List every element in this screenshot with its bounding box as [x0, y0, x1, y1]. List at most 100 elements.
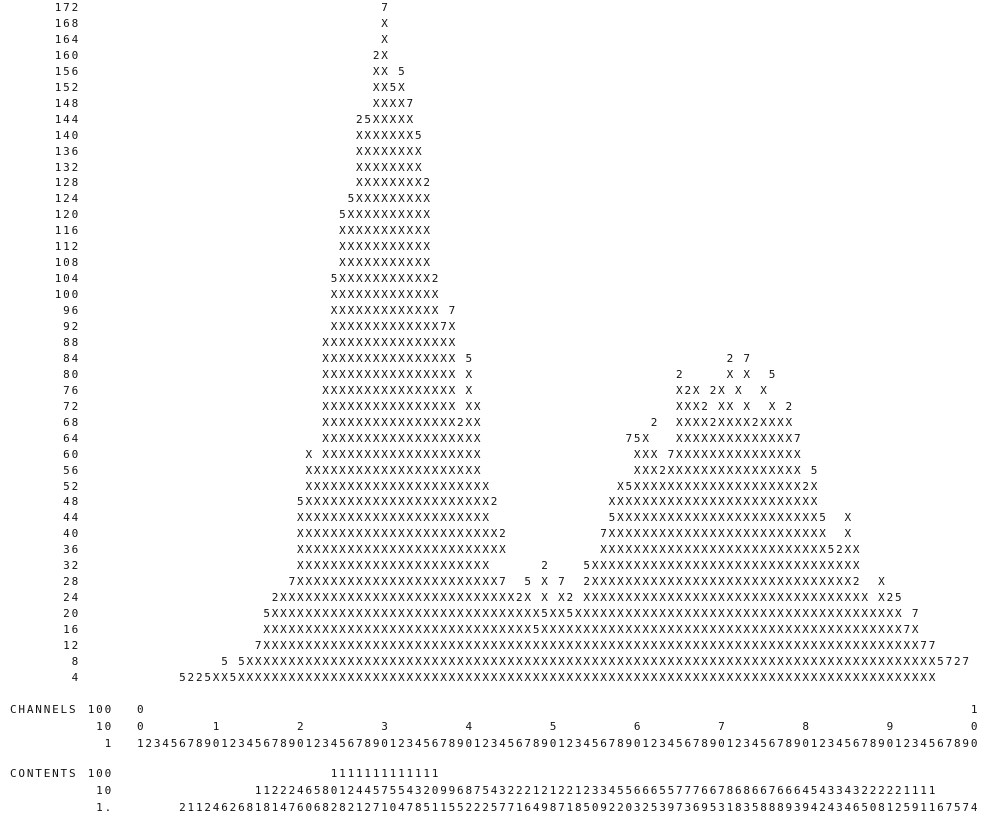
- row-text: XXXXXXXX2: [137, 176, 432, 190]
- row-label: 28: [63, 575, 80, 589]
- row-text: XXXXXXXXXXXXXXXXXXXXXXXX2 7XXXXXXXXXXXXX…: [137, 527, 853, 541]
- section-title: CONTENTS: [10, 767, 78, 780]
- row-text: XXXXXXXXXXXXXXXX X 2 X X 5: [137, 367, 778, 381]
- row-label: 96: [63, 304, 80, 318]
- row-text: 2XXXXXXXXXXXXXXXXXXXXXXXXXXXX2X X X2 XXX…: [137, 591, 904, 605]
- row-label: 88: [63, 335, 80, 349]
- row-label: 156: [54, 64, 80, 78]
- row-text: 25XXXXX: [137, 112, 415, 126]
- scale-text: 2112462681814760682821271047851155222577…: [137, 801, 980, 814]
- row-label: 92: [63, 320, 80, 333]
- row-text: 5XXXXXXXXXXXXXXXXXXXXXX2 XXXXXXXXXXXXXXX…: [137, 495, 820, 509]
- row-text: 7XXXXXXXXXXXXXXXXXXXXXXXXXXXXXXXXXXXXXXX…: [137, 639, 938, 652]
- row-label: 152: [54, 80, 80, 94]
- row-label: 132: [54, 160, 80, 174]
- scale-text: 1234567890123456789012345678901234567890…: [137, 737, 980, 750]
- row-text: 2X: [137, 48, 390, 62]
- row-label: 120: [54, 208, 80, 222]
- row-text: 5225XX5XXXXXXXXXXXXXXXXXXXXXXXXXXXXXXXXX…: [137, 670, 938, 684]
- row-text: XXXXXXXXXXXXXXXXXXXXXXX 5XXXXXXXXXXXXXXX…: [137, 511, 853, 525]
- row-text: 5XXXXXXXXXXX2: [137, 272, 441, 286]
- row-text: XXXXXXXXXXXXXXXXXXXXXX X5XXXXXXXXXXXXXXX…: [137, 479, 820, 493]
- row-text: XXXXXXXXXXXXX 7: [137, 304, 458, 318]
- row-label: 16: [63, 623, 80, 637]
- row-label: 44: [63, 511, 80, 525]
- scale-text: 0 1: [137, 703, 980, 716]
- row-label: 80: [63, 367, 80, 381]
- row-text: 5XXXXXXXXX: [137, 192, 432, 206]
- row-label: 124: [54, 192, 80, 206]
- scale-label: 1: [104, 737, 113, 750]
- row-text: XXXXXXXXXXXXXXXXXXXXX XXX2XXXXXXXXXXXXXX…: [137, 463, 820, 477]
- scale-text: 1122246580124457554320996875432221212212…: [137, 784, 938, 797]
- row-label: 112: [54, 240, 80, 254]
- row-label: 160: [54, 48, 80, 62]
- section-title: CHANNELS: [10, 703, 78, 716]
- row-text: XXXXXXXXXXX: [137, 240, 432, 254]
- row-label: 4: [71, 670, 80, 684]
- row-text: XXXXXXXX: [137, 160, 424, 174]
- row-text: X XXXXXXXXXXXXXXXXXXX XXX 7XXXXXXXXXXXXX…: [137, 447, 803, 461]
- row-label: 108: [54, 256, 80, 270]
- row-label: 20: [63, 607, 80, 621]
- row-text: XXXX7: [137, 96, 415, 110]
- row-text: XXXXXXXXXXXXXXXX 5 2 7: [137, 351, 752, 365]
- row-label: 24: [63, 591, 80, 605]
- row-label: 52: [63, 479, 80, 493]
- row-text: XXXXXXXXXXXXXXXXXXXXXXX 2 5XXXXXXXXXXXXX…: [137, 559, 862, 573]
- row-text: XXXXXXXXXXXXX7X: [137, 320, 458, 333]
- row-text: XXXXXXXXXXXXXXXX2XX 2 XXXX2XXXX2XXXX: [137, 415, 794, 429]
- scale-label: 100: [87, 703, 113, 716]
- row-text: XXXXXXXX: [137, 144, 424, 158]
- row-label: 172: [54, 1, 80, 14]
- row-label: 48: [63, 495, 80, 509]
- row-label: 68: [63, 415, 80, 429]
- row-text: XXXXXXXXXXXXXXXX XX XXX2 XX X X 2: [137, 399, 794, 413]
- row-text: 5XXXXXXXXXX: [137, 208, 432, 222]
- scale-text: 1111111111111: [137, 767, 441, 780]
- scale-label: 100: [87, 767, 113, 780]
- row-label: 40: [63, 527, 80, 541]
- row-text: X: [137, 32, 390, 46]
- row-label: 164: [54, 32, 80, 46]
- row-label: 128: [54, 176, 80, 190]
- row-label: 140: [54, 128, 80, 142]
- row-label: 12: [63, 639, 80, 652]
- row-text: XXXXXXX5: [137, 128, 424, 142]
- row-label: 60: [63, 447, 80, 461]
- scale-label: 10: [96, 720, 113, 733]
- row-text: XX5X: [137, 80, 407, 94]
- row-text: XXXXXXXXXXXXXXXXXXX 75X XXXXXXXXXXXXXX7: [137, 431, 803, 445]
- row-text: X: [137, 16, 390, 30]
- row-label: 8: [71, 654, 80, 668]
- row-label: 168: [54, 16, 80, 30]
- row-text: XXXXXXXXXXXXXXXXXXXXXXXXX XXXXXXXXXXXXXX…: [137, 543, 862, 557]
- row-label: 104: [54, 272, 80, 286]
- row-label: 64: [63, 431, 80, 445]
- scale-label: 10: [96, 784, 113, 797]
- row-text: XXXXXXXXXXX: [137, 224, 432, 238]
- row-text: XX 5: [137, 64, 407, 78]
- row-text: 7XXXXXXXXXXXXXXXXXXXXXXXX7 5 X 7 2XXXXXX…: [137, 575, 887, 589]
- row-text: XXXXXXXXXXXXXXXX: [137, 335, 458, 349]
- row-label: 84: [63, 351, 80, 365]
- row-label: 56: [63, 463, 80, 477]
- row-text: 5 5XXXXXXXXXXXXXXXXXXXXXXXXXXXXXXXXXXXXX…: [137, 654, 971, 668]
- row-label: 76: [63, 383, 80, 397]
- scale-text: 0 1 2 3 4 5 6 7 8 9 0: [137, 720, 980, 733]
- row-label: 136: [54, 144, 80, 158]
- row-label: 100: [54, 288, 80, 302]
- row-text: XXXXXXXXXXXXXXXXXXXXXXXXXXXXXXXX5XXXXXXX…: [137, 623, 921, 637]
- row-text: XXXXXXXXXXXXXXXX X X2X 2X X X: [137, 383, 769, 397]
- scale-label: 1.: [96, 801, 113, 814]
- row-label: 32: [63, 559, 80, 573]
- row-label: 72: [63, 399, 80, 413]
- row-text: XXXXXXXXXXX: [137, 256, 432, 270]
- row-label: 36: [63, 543, 80, 557]
- row-label: 116: [54, 224, 80, 238]
- row-text: XXXXXXXXXXXXX: [137, 288, 441, 302]
- row-text: 5XXXXXXXXXXXXXXXXXXXXXXXXXXXXXXXX5XX5XXX…: [137, 607, 921, 621]
- row-label: 148: [54, 96, 80, 110]
- row-label: 144: [54, 112, 80, 126]
